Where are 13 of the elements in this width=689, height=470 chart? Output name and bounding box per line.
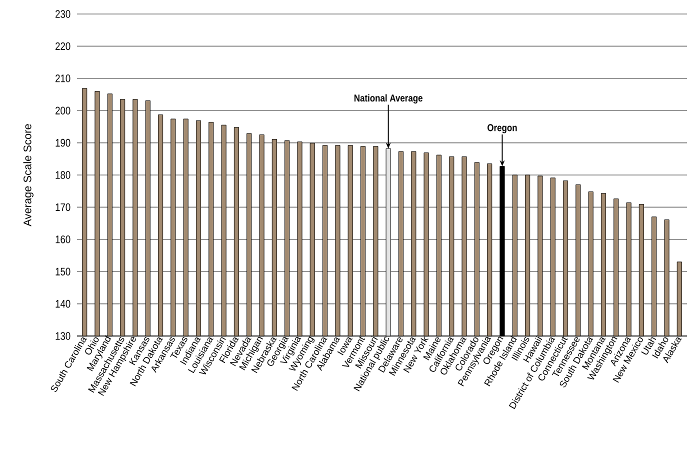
y-tick-label: 140 xyxy=(56,300,70,308)
y-tick-label: 190 xyxy=(56,138,70,147)
y-tick-label: 230 xyxy=(56,10,70,18)
y-tick-label: 170 xyxy=(56,203,70,212)
y-tick-label: 210 xyxy=(56,74,70,82)
annotation: National Average xyxy=(354,94,422,104)
y-tick-label: 200 xyxy=(56,106,70,114)
annotation: Oregon xyxy=(488,124,517,134)
y-tick-label: 150 xyxy=(56,268,70,276)
y-tick-label: 160 xyxy=(56,236,70,244)
y-tick-label: 180 xyxy=(56,171,70,179)
y-axis-title: Average Scale Score xyxy=(23,124,34,226)
y-tick-label: 220 xyxy=(56,42,70,50)
